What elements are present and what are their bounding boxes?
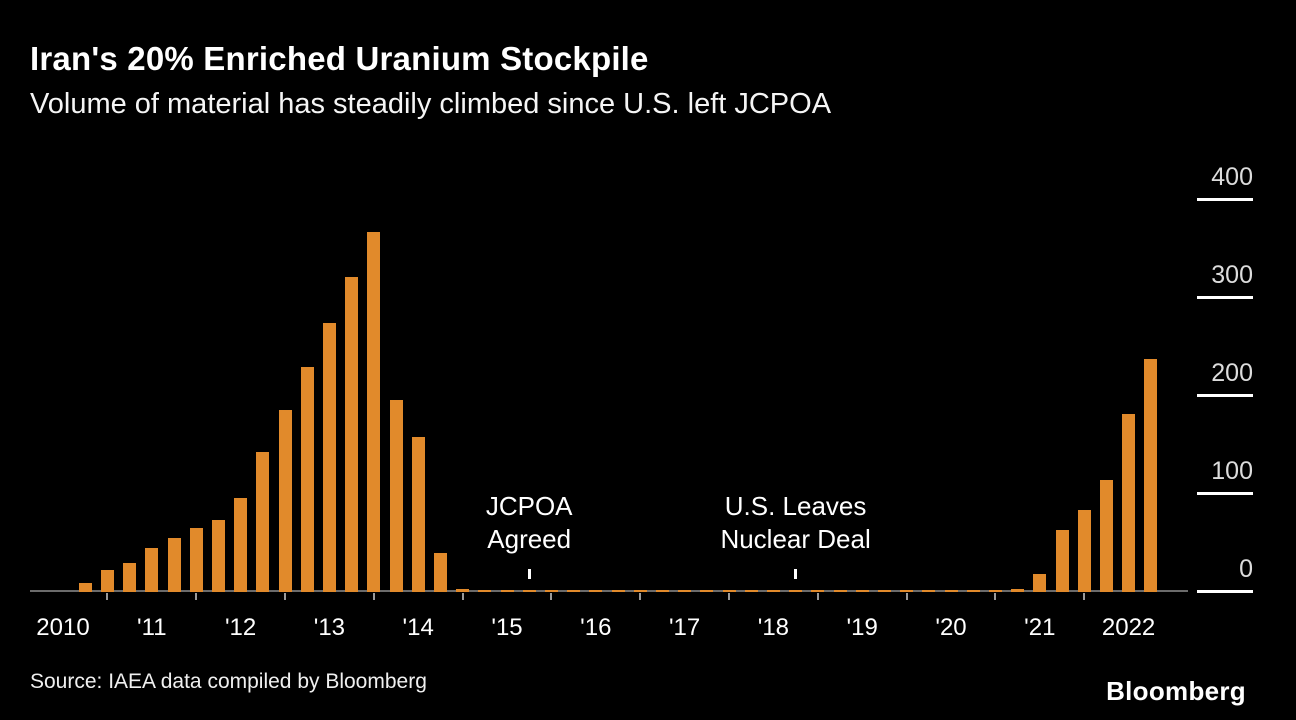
bar — [678, 590, 692, 592]
x-tick-label: '11 — [137, 614, 167, 641]
bar — [389, 399, 403, 592]
x-tick-label: '15 — [491, 614, 523, 641]
x-axis-tick — [905, 593, 908, 600]
y-tick-label: 200 — [1211, 359, 1253, 387]
y-tick-label: 300 — [1211, 261, 1253, 289]
bar — [189, 528, 203, 592]
x-tick-label: '20 — [935, 614, 967, 641]
bar — [611, 590, 625, 592]
annotation-label: JCPOA Agreed — [399, 490, 659, 556]
bar — [1055, 530, 1069, 592]
y-tick-label: 400 — [1211, 163, 1253, 191]
bar — [766, 590, 780, 592]
annotation-line: Nuclear Deal — [720, 524, 871, 554]
x-tick-label: 2010 — [36, 614, 90, 641]
bar — [234, 497, 248, 592]
bar — [278, 409, 292, 592]
annotation-label: U.S. Leaves Nuclear Deal — [666, 490, 926, 556]
bar — [544, 590, 558, 592]
bar — [145, 547, 159, 592]
y-tick-mark — [1197, 394, 1253, 397]
bar — [567, 590, 581, 592]
bar — [744, 590, 758, 592]
x-axis-tick — [461, 593, 464, 600]
y-tick-label: 0 — [1239, 555, 1253, 583]
bar — [944, 590, 958, 592]
y-tick-mark — [1197, 296, 1253, 299]
bar — [1099, 480, 1113, 592]
x-tick-label: '14 — [402, 614, 434, 641]
bar — [100, 570, 114, 592]
x-tick-label: '21 — [1024, 614, 1056, 641]
x-tick-label: '19 — [846, 614, 878, 641]
bloomberg-logo: Bloomberg — [1106, 676, 1246, 706]
bar — [900, 590, 914, 592]
x-tick-label: '16 — [580, 614, 612, 641]
bar — [655, 590, 669, 592]
bar — [522, 590, 536, 592]
x-axis-tick — [372, 593, 375, 600]
x-axis-tick — [994, 593, 997, 600]
bar — [1011, 589, 1025, 592]
bar — [789, 590, 803, 592]
x-tick-label: '18 — [757, 614, 790, 641]
x-tick-label: '12 — [224, 614, 257, 641]
annotation-line: JCPOA — [485, 491, 573, 521]
x-axis-tick — [284, 593, 286, 600]
bar — [811, 590, 825, 592]
bar — [633, 590, 647, 592]
x-axis-tick — [639, 593, 642, 600]
bar — [300, 366, 314, 592]
bar — [78, 583, 92, 592]
bar — [367, 232, 381, 592]
x-axis-line — [30, 590, 1188, 592]
source-note: Source: IAEA data compiled by Bloomberg — [30, 670, 427, 693]
annotation-tick — [794, 569, 798, 579]
bar — [722, 590, 736, 592]
bar — [700, 590, 714, 592]
x-axis-tick — [728, 593, 730, 600]
x-tick-label: 2022 — [1101, 614, 1156, 641]
bar — [456, 589, 470, 592]
bar — [988, 590, 1002, 592]
bar — [922, 590, 936, 592]
x-axis-tick — [816, 593, 819, 600]
x-axis-tick — [1083, 593, 1086, 600]
bar — [167, 538, 181, 592]
bar — [322, 323, 336, 592]
chart-subtitle: Volume of material has steadily climbed … — [30, 88, 832, 120]
bar — [1033, 574, 1047, 592]
bar — [500, 590, 514, 592]
bar — [1122, 413, 1136, 592]
y-tick-label: 100 — [1211, 457, 1253, 485]
x-axis-tick — [550, 593, 553, 600]
bar — [966, 590, 980, 592]
chart-title: Iran's 20% Enriched Uranium Stockpile — [30, 40, 649, 77]
bar — [411, 437, 425, 592]
bar — [345, 277, 359, 592]
x-axis-tick — [106, 593, 109, 600]
bar — [123, 562, 137, 592]
x-tick-label: '17 — [668, 614, 701, 641]
x-axis-tick — [195, 593, 198, 600]
bar — [1077, 509, 1091, 592]
x-tick-label: '13 — [313, 614, 346, 641]
bar — [589, 590, 603, 592]
annotation-line: Agreed — [487, 524, 572, 554]
y-tick-mark — [1197, 590, 1253, 593]
y-tick-mark — [1197, 492, 1253, 495]
bar — [211, 520, 225, 592]
bar — [256, 451, 270, 592]
bar — [855, 590, 869, 592]
bar — [877, 590, 891, 592]
bar — [1144, 358, 1158, 592]
annotation-line: U.S. Leaves — [724, 491, 867, 521]
bar — [833, 590, 847, 592]
annotation-tick — [527, 569, 531, 579]
y-tick-mark — [1197, 198, 1253, 201]
bar — [478, 590, 492, 592]
bar — [433, 552, 447, 592]
